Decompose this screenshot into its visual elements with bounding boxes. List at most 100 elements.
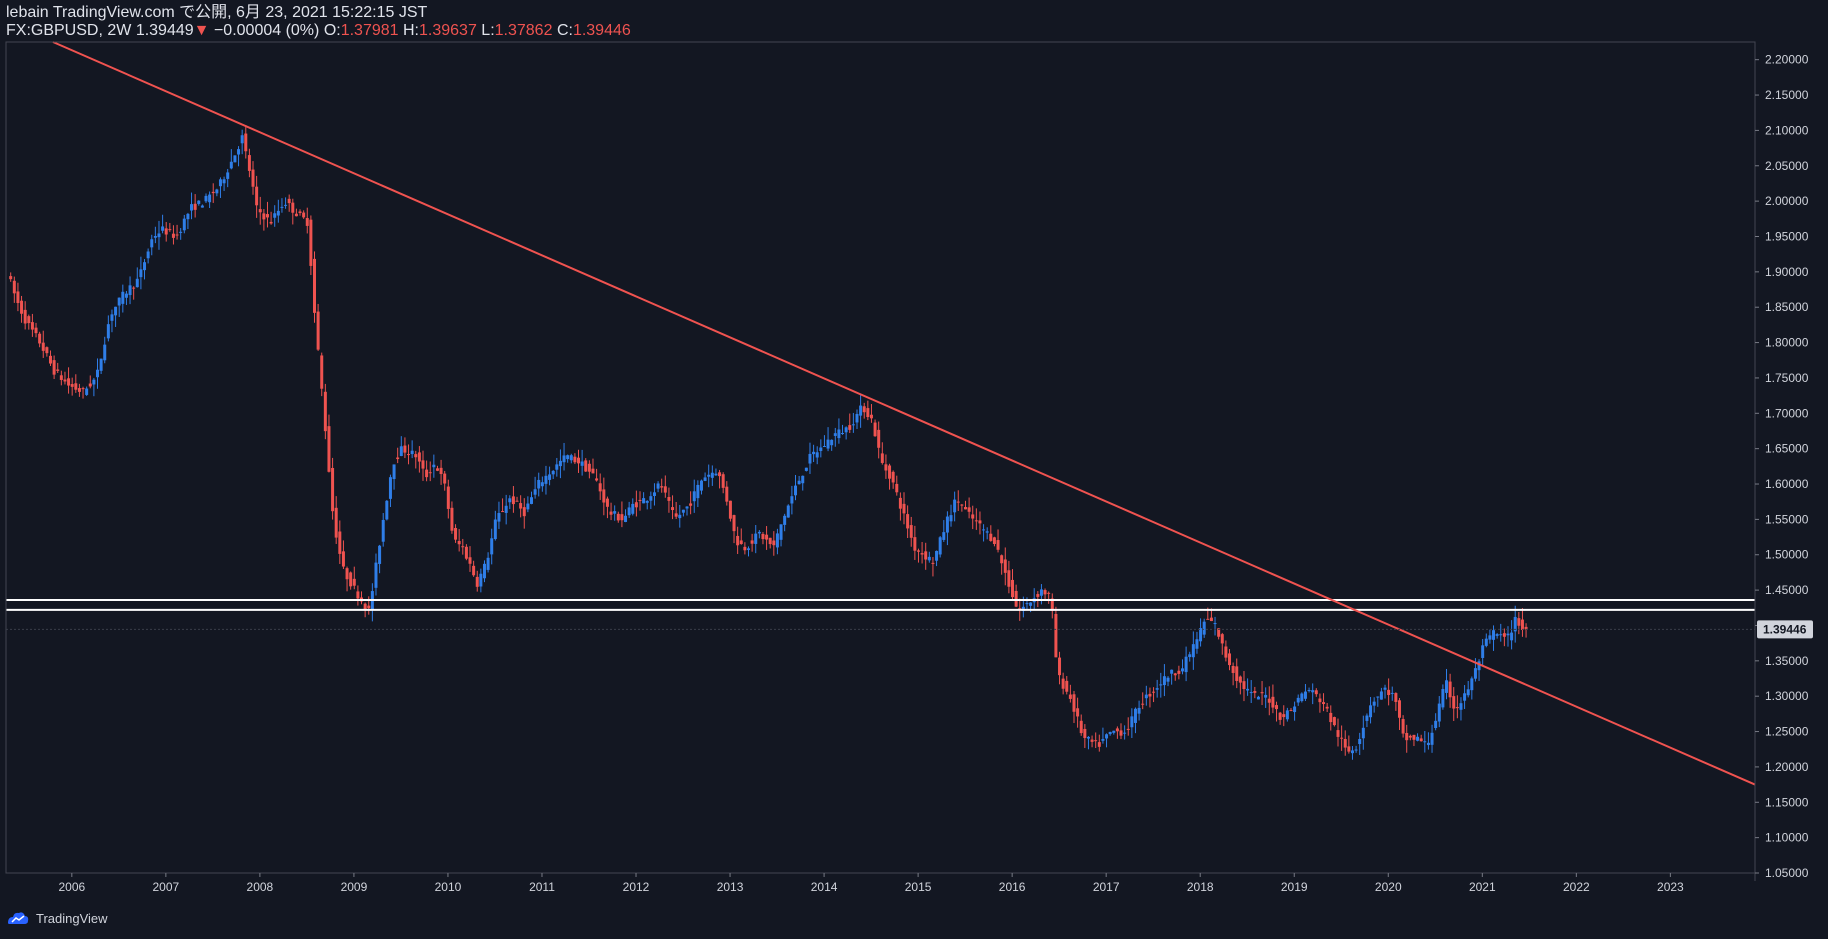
candle-up [1144, 694, 1148, 699]
candle-up [624, 515, 628, 522]
candle-down [913, 537, 917, 551]
candle-up [1473, 668, 1477, 679]
candle-down [403, 445, 407, 453]
candle-down [1267, 698, 1271, 703]
down-arrow-icon: ▼ [193, 22, 210, 39]
candle-up [504, 505, 508, 513]
candle-up [1029, 602, 1033, 606]
candle-down [1090, 739, 1094, 742]
candle-down [909, 525, 913, 538]
candle-up [1459, 703, 1463, 710]
candle-down [920, 553, 924, 555]
x-tick-label: 2013 [717, 880, 744, 894]
candle-up [497, 513, 501, 522]
candle-down [1238, 676, 1242, 683]
candle-up [85, 388, 89, 395]
y-tick-label: 1.10000 [1765, 831, 1809, 845]
candle-up [96, 369, 100, 378]
candle-down [960, 504, 964, 506]
candle-up [819, 447, 823, 451]
candle-down [302, 212, 306, 218]
candle-down [1289, 710, 1293, 712]
candle-down [1340, 737, 1344, 739]
last-price-tag [1757, 620, 1813, 639]
candle-up [855, 413, 859, 423]
y-tick-label: 1.55000 [1765, 512, 1809, 526]
footer-brand[interactable]: TradingView [6, 910, 108, 926]
candle-up [797, 480, 801, 485]
candle-up [233, 155, 237, 163]
candle-down [772, 540, 776, 546]
candle-up [1510, 632, 1514, 641]
candle-down [1097, 742, 1101, 747]
candle-down [1278, 712, 1282, 720]
candle-down [888, 465, 892, 479]
candle-down [891, 471, 895, 483]
candle-down [175, 234, 179, 236]
candle-up [1416, 736, 1420, 741]
candle-down [1401, 719, 1405, 734]
candle-up [1137, 707, 1141, 714]
candle-down [1387, 689, 1391, 696]
candle-down [327, 426, 331, 472]
candle-down [1394, 693, 1398, 702]
candle-up [613, 511, 617, 514]
candle-up [143, 262, 147, 271]
candle-down [338, 531, 342, 554]
candle-up [775, 533, 779, 548]
candle-up [1477, 661, 1481, 671]
candle-up [851, 424, 855, 426]
symbol-label[interactable]: FX:GBPUSD, 2W [6, 22, 132, 39]
candle-down [81, 388, 85, 390]
candle-up [790, 496, 794, 504]
drawings-layer[interactable] [6, 41, 1756, 786]
candle-up [569, 455, 573, 461]
candle-down [291, 202, 295, 213]
y-tick-label: 1.85000 [1765, 300, 1809, 314]
candle-down [48, 355, 52, 364]
candle-down [743, 546, 747, 551]
candle-up [490, 538, 494, 555]
candle-up [284, 204, 288, 206]
candle-down [468, 557, 472, 564]
candle-down [1282, 714, 1286, 718]
candle-down [262, 213, 266, 220]
candle-up [927, 556, 931, 561]
candle-up [1372, 701, 1376, 706]
candle-down [74, 383, 78, 390]
candle-down [605, 498, 609, 507]
candle-up [114, 306, 118, 316]
candle-down [70, 384, 74, 387]
y-tick-label: 1.05000 [1765, 866, 1809, 880]
candle-up [812, 451, 816, 455]
candle-down [269, 221, 273, 224]
y-tick-label: 1.30000 [1765, 689, 1809, 703]
candle-up [99, 358, 103, 371]
y-tick-label: 2.05000 [1765, 159, 1809, 173]
candle-up [833, 433, 837, 436]
candle-down [1152, 691, 1156, 693]
candle-down [450, 507, 454, 531]
candle-up [533, 489, 537, 495]
candle-up [229, 161, 233, 169]
candle-up [1202, 621, 1206, 635]
candle-down [41, 342, 45, 351]
candle-down [367, 605, 371, 609]
candle-down [602, 489, 606, 503]
candle-up [656, 483, 660, 489]
candle-down [1050, 598, 1054, 611]
candle-down [519, 503, 523, 509]
candle-up [681, 509, 685, 513]
candle-down [1314, 690, 1318, 695]
candle-down [443, 473, 447, 484]
candle-up [200, 205, 204, 208]
candle-down [475, 576, 479, 587]
candle-up [1390, 692, 1394, 694]
candle-down [1224, 646, 1228, 658]
candle-down [1502, 633, 1506, 637]
price-chart[interactable]: 2.20000 2.15000 2.10000 2.05000 2.00000 1.950… [0, 0, 1828, 900]
candle-down [30, 322, 34, 330]
candle-up [106, 324, 110, 339]
y-tick-label: 1.15000 [1765, 795, 1809, 809]
candle-up [1155, 688, 1159, 690]
